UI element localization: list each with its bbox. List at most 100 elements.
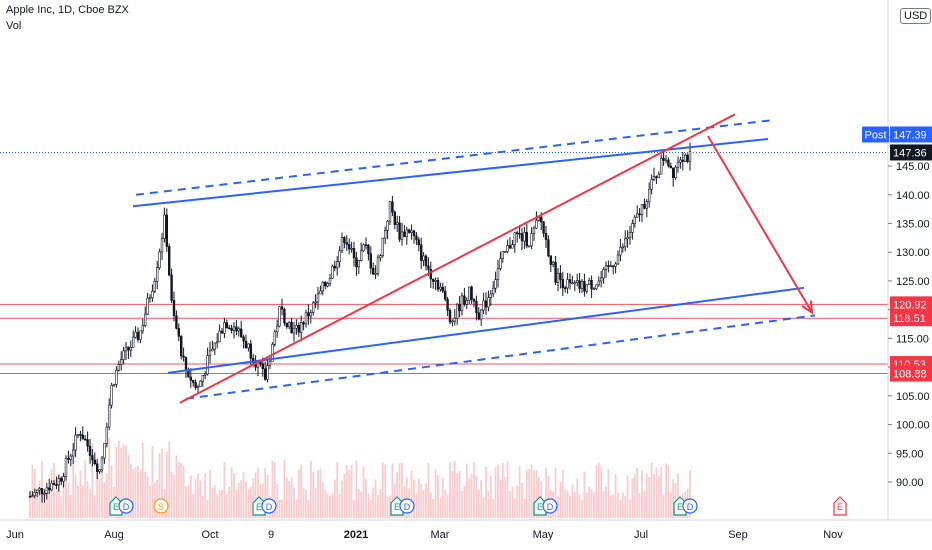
candle-body	[664, 159, 668, 162]
volume-bar	[405, 477, 408, 518]
volume-bar	[338, 494, 341, 518]
red-trendline[interactable]	[179, 113, 736, 404]
candle-body	[604, 265, 608, 270]
channel-line[interactable]	[132, 138, 769, 208]
volume-bar	[497, 464, 499, 518]
candle-body	[220, 330, 224, 334]
event-marker[interactable]: E	[833, 496, 847, 516]
volume-bar	[612, 494, 615, 518]
volume-bar	[398, 462, 401, 518]
candle-body	[112, 384, 116, 386]
currency-label[interactable]: USD	[900, 8, 932, 24]
event-marker[interactable]: E	[109, 496, 123, 516]
volume-bar	[132, 468, 135, 518]
earnings-marker-shape	[533, 496, 547, 516]
candle-body	[62, 476, 65, 482]
candle-body	[441, 286, 444, 292]
event-marker[interactable]: E	[252, 496, 266, 516]
earnings-marker-shape	[390, 496, 404, 516]
candle-body	[299, 322, 303, 333]
volume-bar	[379, 489, 382, 518]
volume-bar	[187, 485, 190, 518]
volume-bar	[139, 469, 142, 518]
volume-bar	[482, 497, 485, 518]
volume-bar	[228, 486, 231, 518]
candle-body	[580, 280, 584, 289]
event-marker[interactable]: D	[542, 498, 558, 514]
volume-bar	[569, 495, 571, 518]
candle-body	[619, 247, 622, 256]
volume-bar	[173, 474, 175, 518]
candle-body	[640, 204, 644, 216]
volume-bar	[170, 471, 173, 518]
volume-bar	[57, 473, 60, 518]
volume-bar	[194, 479, 197, 518]
event-marker[interactable]: D	[118, 498, 134, 514]
price-tag-box	[890, 144, 932, 161]
event-marker[interactable]: D	[261, 498, 277, 514]
volume-bar	[621, 492, 624, 518]
candle-body	[275, 325, 279, 333]
price-tick-label: 115.00	[896, 333, 929, 345]
projection-arrow-line[interactable]	[707, 135, 813, 314]
volume-bar	[581, 499, 583, 518]
event-marker[interactable]: S	[153, 498, 169, 514]
volume-bar	[345, 465, 348, 518]
candle-body	[650, 179, 653, 190]
candle-body	[108, 404, 111, 428]
volume-bar	[101, 463, 103, 518]
candle-body	[662, 157, 665, 161]
candle-body	[33, 492, 37, 497]
candle-body	[532, 227, 536, 234]
volume-bar	[624, 495, 627, 518]
symbol-title[interactable]: Apple Inc, 1D, Cboe BZX	[6, 4, 129, 16]
time-tick-label: 2021	[344, 529, 368, 541]
candle-body	[194, 381, 197, 388]
candle-body	[228, 327, 231, 330]
trendlines[interactable]	[132, 113, 816, 404]
volume-bar	[271, 460, 274, 518]
event-marker-letter: S	[158, 502, 164, 512]
volume-bar	[122, 444, 125, 518]
event-marker[interactable]: E	[390, 496, 404, 516]
candle-body	[554, 261, 557, 283]
volume-bar	[583, 471, 586, 518]
time-tick-label: Oct	[201, 529, 218, 541]
volume-bar	[281, 499, 283, 518]
volume-bar	[285, 477, 288, 518]
volume-bar	[629, 499, 631, 518]
candle-body	[355, 257, 358, 268]
event-marker[interactable]: D	[399, 498, 415, 514]
volume-bar	[473, 462, 475, 518]
candle-body	[424, 255, 428, 267]
event-marker[interactable]: E	[673, 496, 687, 516]
volume-bar	[156, 480, 159, 518]
volume-bar	[115, 446, 118, 518]
dashed-channel-line[interactable]	[135, 119, 774, 196]
volume-bar	[458, 471, 461, 518]
volume-bar	[631, 478, 634, 518]
volume-bar	[485, 467, 487, 518]
channel-line[interactable]	[167, 286, 805, 374]
volume-bar	[533, 470, 535, 518]
volume-bar	[192, 493, 195, 518]
volume-bar	[185, 486, 187, 518]
event-marker[interactable]: D	[682, 498, 698, 514]
volume-bar	[372, 487, 375, 518]
projection-arrow-head[interactable]	[801, 300, 814, 315]
volume-bar	[247, 488, 250, 518]
dashed-channel-line[interactable]	[185, 314, 816, 400]
price-tick-label: 125.00	[896, 276, 930, 288]
candle-body	[597, 280, 601, 286]
projection-arrow[interactable]	[707, 135, 814, 315]
time-axis[interactable]: Jun Aug Oct 9 2021 Mar May Jul Sep Nov	[0, 519, 932, 541]
volume-bar	[662, 494, 665, 518]
candle-body	[626, 237, 629, 240]
volume-bar	[257, 468, 259, 518]
event-marker[interactable]: E	[533, 496, 547, 516]
price-axis[interactable]: 90.0095.00100.00105.00110.00115.00120.00…	[887, 0, 930, 520]
volume-bar	[487, 490, 490, 518]
